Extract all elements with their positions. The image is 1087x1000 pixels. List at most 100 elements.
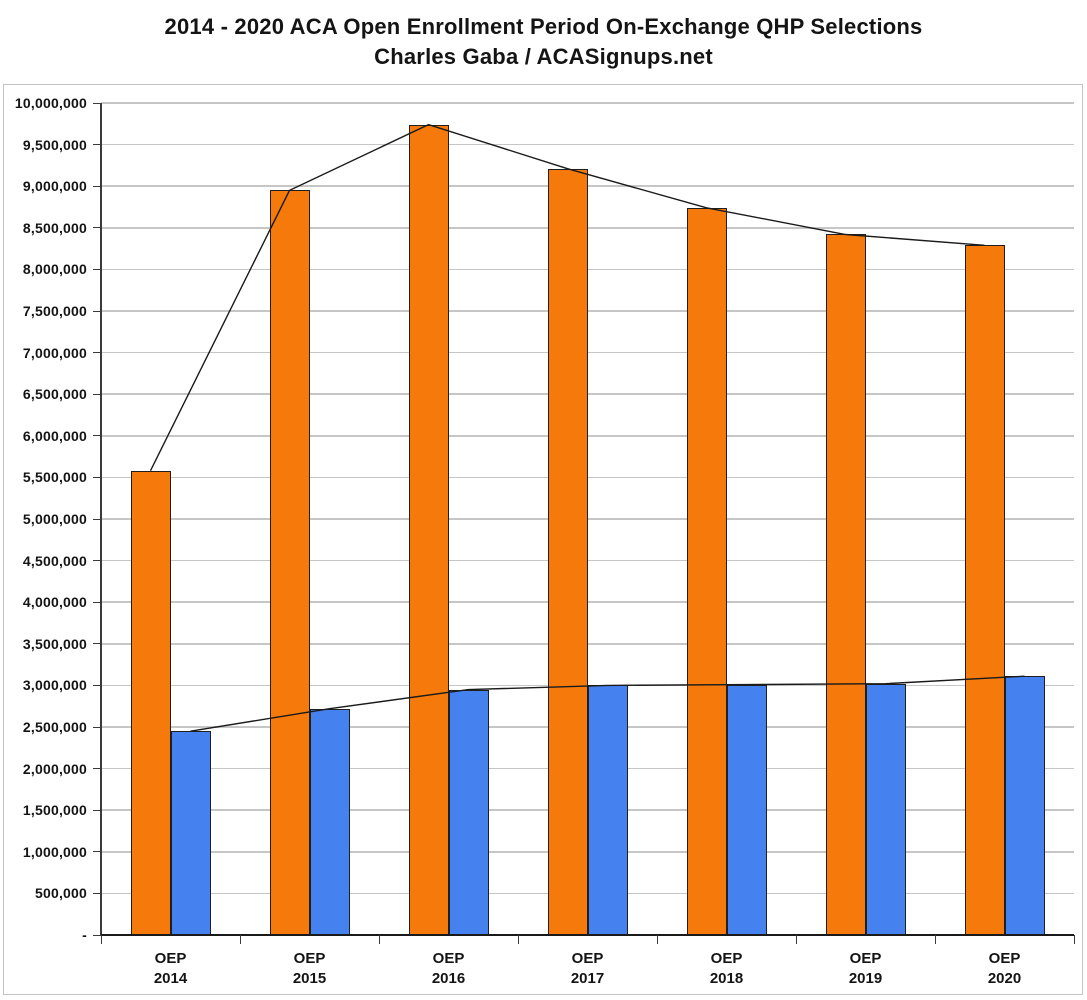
y-axis-label: 1,000,000 xyxy=(22,843,87,860)
gridline xyxy=(101,227,1074,229)
y-axis-tick xyxy=(93,892,102,895)
y-axis-tick xyxy=(93,185,102,187)
x-axis-tick xyxy=(100,935,102,944)
y-axis-label: 9,500,000 xyxy=(22,136,87,153)
chart-title: 2014 - 2020 ACA Open Enrollment Period O… xyxy=(0,12,1087,72)
x-axis-tick xyxy=(656,935,658,944)
gridline xyxy=(101,393,1074,395)
x-axis-tick xyxy=(378,935,380,944)
bar-blue-bars-2020 xyxy=(1004,676,1045,935)
y-axis-tick xyxy=(93,310,102,312)
x-axis-label-2018: OEP 2018 xyxy=(682,949,772,989)
y-axis-label: 6,000,000 xyxy=(22,427,87,444)
gridline xyxy=(101,143,1074,146)
y-axis-label: 1,500,000 xyxy=(22,802,87,819)
bar-orange-bars-2019 xyxy=(825,234,866,935)
x-axis-tick xyxy=(517,935,519,944)
gridline xyxy=(101,518,1074,520)
x-axis-line xyxy=(101,934,1074,936)
x-axis-label-top: OEP xyxy=(154,950,187,967)
y-axis-tick xyxy=(93,268,102,271)
x-axis-label-top: OEP xyxy=(293,950,326,967)
y-axis-tick xyxy=(93,809,102,811)
y-axis-tick xyxy=(93,476,102,479)
y-axis-tick xyxy=(93,560,102,562)
bar-orange-bars-2020 xyxy=(964,245,1005,935)
x-axis-label-year: 2016 xyxy=(431,970,466,987)
x-axis-label-year: 2015 xyxy=(292,970,327,987)
x-axis-label-year: 2017 xyxy=(570,970,605,987)
y-axis-tick xyxy=(93,352,102,354)
bar-blue-bars-2018 xyxy=(726,684,767,935)
y-axis-label: 2,000,000 xyxy=(22,760,87,777)
y-axis-tick xyxy=(93,643,102,645)
gridline xyxy=(101,310,1074,312)
bar-orange-bars-2017 xyxy=(547,168,588,935)
y-axis-label: 7,000,000 xyxy=(22,344,87,361)
y-axis-tick xyxy=(93,144,102,146)
chart-plot-area: 10,000,000 9,500,000 9,000,000 8,500,000 8,0… xyxy=(3,84,1083,995)
y-axis-line xyxy=(100,103,102,935)
bar-orange-bars-2015 xyxy=(269,190,310,935)
bar-orange-bars-2018 xyxy=(686,207,727,935)
y-axis-tick xyxy=(93,601,102,603)
bar-blue-bars-2015 xyxy=(309,708,350,935)
y-axis-label: 500,000 xyxy=(34,885,87,902)
y-axis-label: 3,500,000 xyxy=(22,635,87,652)
bar-blue-bars-2016 xyxy=(448,689,489,935)
y-axis-label: 9,000,000 xyxy=(22,178,87,195)
y-axis-label: 8,000,000 xyxy=(22,261,87,278)
bar-blue-bars-2019 xyxy=(865,683,906,935)
bar-orange-bars-2016 xyxy=(408,124,449,935)
gridline xyxy=(101,559,1074,562)
y-axis-tick xyxy=(93,684,102,687)
y-axis-label: 8,500,000 xyxy=(22,219,87,236)
x-axis-label-2020: OEP 2020 xyxy=(960,949,1050,989)
gridline xyxy=(101,643,1074,645)
x-axis-label-year: 2020 xyxy=(987,970,1022,987)
x-axis-label-year: 2018 xyxy=(709,970,744,987)
y-axis-tick xyxy=(93,726,102,728)
gridline xyxy=(101,268,1074,271)
y-axis-label: 5,000,000 xyxy=(22,511,87,527)
bar-blue-bars-2017 xyxy=(587,685,628,935)
y-axis-label: 2,500,000 xyxy=(22,719,87,735)
y-axis-label: 5,500,000 xyxy=(22,469,87,486)
y-axis-tick xyxy=(93,435,102,437)
x-axis-label-top: OEP xyxy=(432,950,465,967)
y-axis-tick xyxy=(93,851,102,853)
x-axis-label-2015: OEP 2015 xyxy=(265,949,355,989)
gridline xyxy=(101,435,1074,437)
y-axis-label: 4,000,000 xyxy=(22,594,87,611)
x-axis-label-top: OEP xyxy=(849,950,882,967)
gridline xyxy=(101,102,1074,104)
gridline xyxy=(101,351,1074,354)
bar-blue-bars-2014 xyxy=(170,731,211,935)
y-axis-label: 4,500,000 xyxy=(22,552,87,569)
bar-orange-bars-2014 xyxy=(130,470,171,935)
x-axis-label-2019: OEP 2019 xyxy=(821,949,911,989)
y-axis-tick xyxy=(93,518,102,520)
x-axis-label-year: 2014 xyxy=(153,970,188,987)
x-axis-label-2014: OEP 2014 xyxy=(126,949,216,989)
y-axis-tick xyxy=(93,768,102,770)
y-axis-label: 7,500,000 xyxy=(22,303,87,319)
x-axis-label-top: OEP xyxy=(571,950,604,967)
y-axis-tick xyxy=(93,102,102,104)
x-axis-tick xyxy=(795,935,797,944)
chart-title-line2: Charles Gaba / ACASignups.net xyxy=(374,44,713,69)
y-axis-tick xyxy=(93,934,102,936)
x-axis-label-top: OEP xyxy=(988,950,1021,967)
x-axis-label-2017: OEP 2017 xyxy=(543,949,633,989)
y-axis-label: 10,000,000 xyxy=(14,95,87,111)
gridline xyxy=(101,601,1074,603)
x-axis-tick xyxy=(934,935,936,944)
y-axis-tick xyxy=(93,393,102,395)
gridline xyxy=(101,476,1074,479)
x-axis-label-top: OEP xyxy=(710,950,743,967)
y-axis-label: 6,500,000 xyxy=(22,386,87,403)
x-axis-tick xyxy=(239,935,241,944)
y-axis-label: 3,000,000 xyxy=(22,677,87,694)
y-axis-tick xyxy=(93,227,102,229)
x-axis-label-year: 2019 xyxy=(848,970,883,987)
